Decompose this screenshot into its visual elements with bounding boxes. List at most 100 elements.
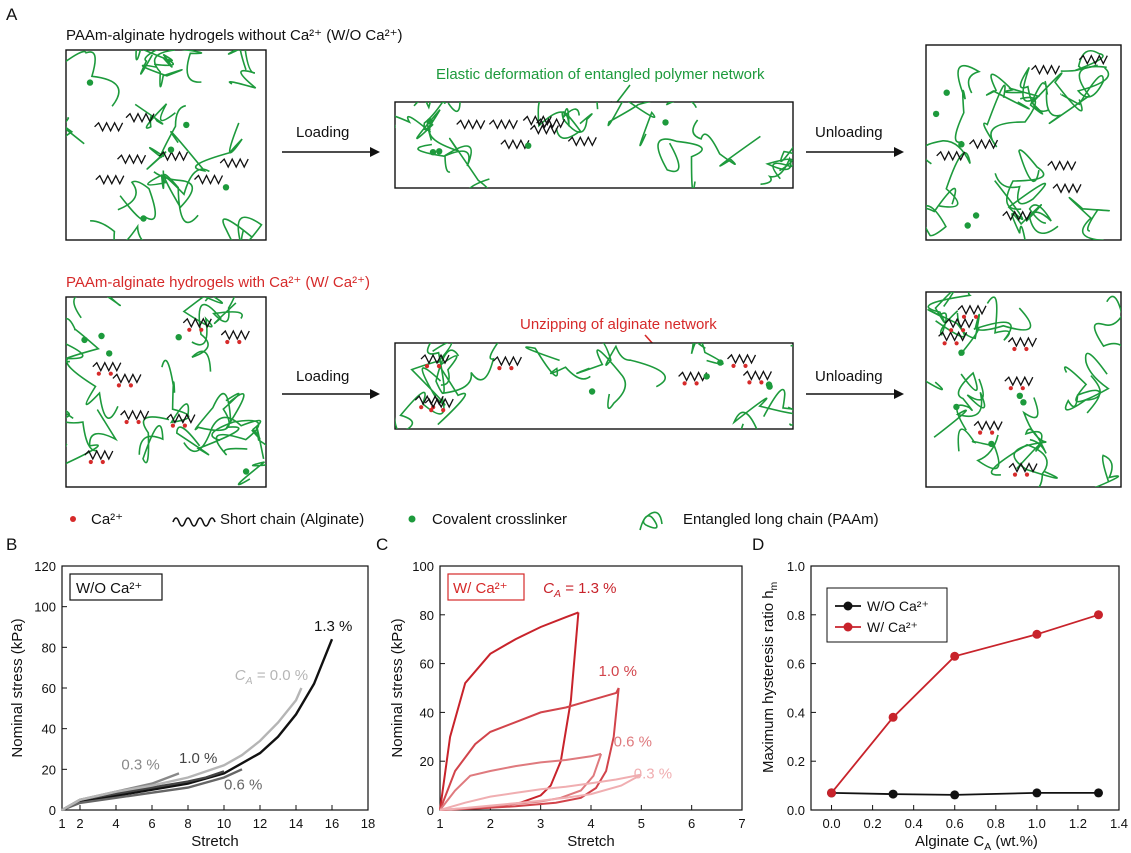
ca-ion [116,383,121,388]
paam-chain [227,50,257,89]
paam-chain [138,416,170,464]
y-tick-label: 0.8 [787,608,805,623]
data-point-d-1 [950,651,960,661]
ca-ion [682,381,687,386]
network-box-4 [65,296,267,488]
legend-d: W/O Ca²⁺ W/ Ca²⁺ [826,587,948,643]
network-box-border [394,342,794,430]
ca-ion [424,364,430,369]
paam-chain [147,168,210,196]
y-axis-label-d: Maximum hysteresis ratio hm [760,581,780,773]
alginate-chain [957,304,987,316]
ca-ion [225,339,230,345]
y-tick-label: 0 [49,803,56,818]
x-tick-label: 6 [688,816,695,831]
y-tick-label: 40 [420,705,434,720]
legend-crosslinker-label: Covalent crosslinker [432,511,567,528]
data-point-d-1 [827,788,836,798]
paam-chain [410,343,453,406]
alginate-chain [678,370,708,382]
plot-frame [810,565,1120,811]
paam-chain [956,371,978,431]
alginate-chain [125,112,155,124]
crosslinker-dot [222,184,230,191]
crosslinker-dot [588,388,596,395]
data-point-d-1 [1094,610,1103,620]
x-tick-label: 6 [148,816,155,831]
paam-chain [66,50,120,107]
crosslinker-dot [429,149,437,156]
x-tick-label: 0.6 [946,816,964,831]
paam-chain [395,115,432,133]
paam-chain [204,297,243,323]
x-tick-label: 1.2 [1069,816,1087,831]
paam-chain [146,104,187,170]
alginate-chain [1004,375,1034,387]
alginate-chain [522,115,552,126]
x-tick-label: 10 [217,816,231,831]
paam-chain [760,156,793,186]
y-tick-label: 20 [420,754,434,769]
paam-chain [926,139,971,208]
y-tick-label: 0 [427,803,434,818]
network-inner [926,292,1121,487]
alginate-chain [1002,210,1032,222]
series-label-c-0: CA = 1.3 % [543,580,616,600]
alginate-chain [1031,64,1061,76]
legend-ca-dot [70,516,76,522]
chart-b: 1 2 4 6 8 10 12 14 16 18 0 20 40 60 80 100 120 W/O Ca²⁺ 1.… [9,559,375,850]
alginate-chain [1078,54,1108,66]
ca-ion [128,383,133,388]
paam-chain [183,416,262,453]
crosslinker-dot [932,110,940,118]
alginate-chain [182,317,212,329]
paam-chain [1094,454,1120,487]
paam-chain [927,292,972,323]
panel-letter-c: C [376,535,388,554]
x-tick-label: 14 [289,816,303,831]
x-tick-label: 5 [638,816,645,831]
ca-ion [170,423,175,428]
ca-ion [96,371,101,376]
ca-ion [954,341,959,346]
paam-chain [413,102,461,113]
ca-ion [961,328,966,333]
network-box-1 [65,49,267,241]
x-tick-label: 4 [112,816,119,831]
network-box-2 [394,101,794,189]
box-label-c: W/ Ca²⁺ [453,580,508,597]
crosslinker-dot [1016,392,1023,399]
network-box-5 [394,342,794,430]
paam-chain [194,392,240,432]
crosslinker-dot [86,79,94,86]
x-axis-label-b: Stretch [191,833,239,850]
paam-chain [395,391,445,429]
paam-chain [1063,352,1110,403]
arrow-unloading-1 [806,147,904,157]
alginate-chain [194,174,224,185]
series-label-c-1: 1.0 % [599,663,637,680]
crosslinker-dot [98,332,105,340]
paam-chain [602,343,666,388]
y-tick-label: 20 [42,762,56,777]
ca-ion [497,366,502,371]
alginate-chain [936,150,966,162]
series-label-b-1: CA = 0.0 % [235,667,308,687]
y-tick-label: 0.6 [787,657,805,672]
x-tick-label: 3 [537,816,544,831]
alginate-chain [84,449,114,461]
crosslinker-dot [167,146,175,153]
alginate-chain [1008,462,1038,474]
unloading-label-1: Unloading [815,124,883,141]
crosslinker-dot [717,359,724,366]
series-label-c-2: 0.6 % [614,734,652,751]
y-tick-label: 60 [42,681,56,696]
ca-ion [743,363,748,368]
x-tick-label: 18 [361,816,375,831]
paam-chain [90,219,144,240]
legend-label-d-1: W/ Ca²⁺ [867,619,918,635]
series-unload-c-1 [439,687,620,811]
paam-chain [182,297,223,346]
paam-chain [175,393,245,456]
x-tick-label: 1.4 [1110,816,1128,831]
